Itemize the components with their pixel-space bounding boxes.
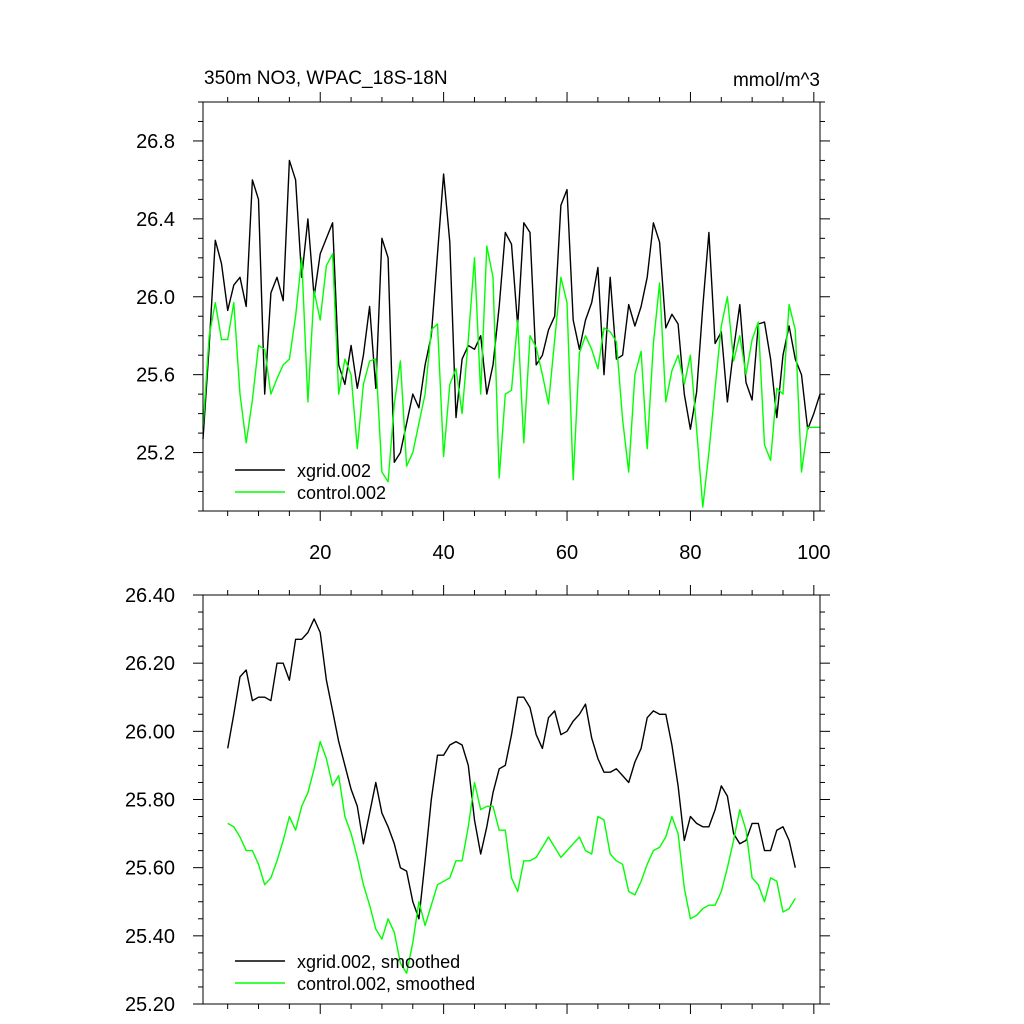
bottom-ytick-label: 26.00 [125,721,175,743]
top-ytick-label: 25.6 [136,365,175,387]
bottom-ytick-label: 26.40 [125,585,175,607]
bottom-ytick-label: 25.20 [125,994,175,1016]
bottom-series-line-control [227,740,796,974]
bottom-ytick-label: 25.60 [125,858,175,880]
bottom-legend: xgrid.002, smoothed control.002, smoothe… [235,952,475,994]
top-xtick-label: 20 [309,542,331,564]
top-panel: 350m NO3, WPAC_18S-18N mmol/m^3 20 40 60 80… [136,68,830,564]
top-units: mmol/m^3 [733,70,820,91]
top-legend-label-control: control.002 [297,483,386,503]
bottom-ytick-label: 25.40 [125,926,175,948]
top-plot-frame [202,101,821,512]
bottom-series-line-xgrid [227,618,796,920]
top-xtick-label: 100 [797,542,830,564]
top-series-line-control [202,245,820,508]
top-ticks: 20 40 60 80 100 25.2 25.6 26.0 26.4 26.8 [136,92,831,564]
top-ytick-label: 25.2 [136,443,175,465]
bottom-panel: 25.20 25.40 25.60 25.80 26.00 26.20 26.40 xgri… [125,585,830,1016]
top-series [202,159,821,508]
top-title: 350m NO3, WPAC_18S-18N [204,68,448,89]
bottom-ticks: 25.20 25.40 25.60 25.80 26.00 26.20 26.40 [125,585,830,1016]
top-legend: xgrid.002 control.002 [235,461,386,503]
top-legend-label-xgrid: xgrid.002 [297,461,371,481]
bottom-ytick-label: 25.80 [125,790,175,812]
top-xtick-label: 60 [556,542,578,564]
top-xtick-label: 40 [433,542,455,564]
bottom-legend-label-control: control.002, smoothed [297,974,475,994]
top-ytick-label: 26.0 [136,287,175,309]
bottom-ytick-label: 26.20 [125,653,175,675]
top-series-line-xgrid [202,159,821,463]
top-ytick-label: 26.4 [136,209,175,231]
bottom-series [227,618,796,974]
top-xtick-label: 80 [679,542,701,564]
bottom-plot-frame [202,594,821,1005]
top-ytick-label: 26.8 [136,131,175,153]
bottom-legend-label-xgrid: xgrid.002, smoothed [297,952,460,972]
